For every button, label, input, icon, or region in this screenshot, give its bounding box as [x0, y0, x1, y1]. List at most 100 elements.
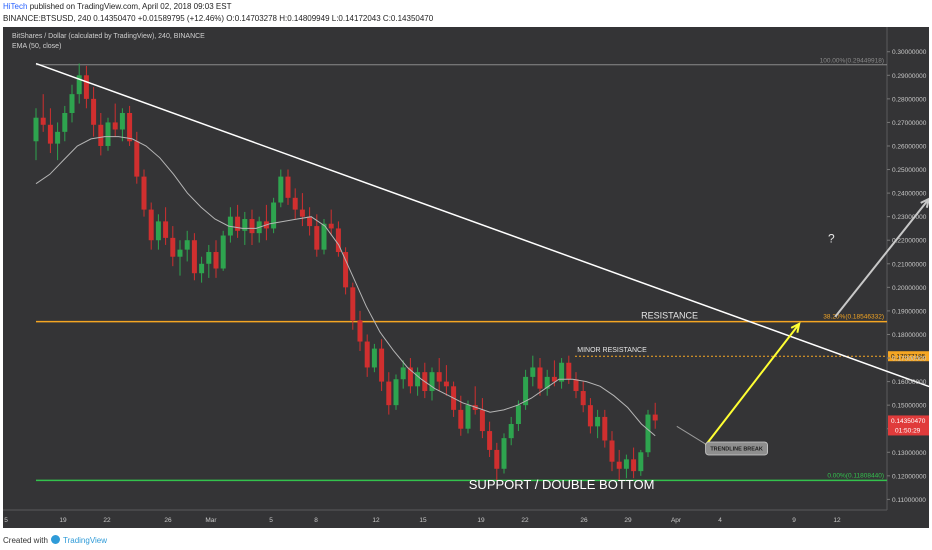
- price-chart[interactable]: 100.00%(0.29449918) 38.20%(0.18546332) 0.1…: [3, 27, 929, 528]
- tradingview-logo-icon: [51, 535, 60, 544]
- candle-body: [407, 367, 413, 387]
- candle-body: [364, 341, 370, 368]
- y-tick-label: 0.20000000: [892, 285, 927, 292]
- candle-body: [213, 252, 219, 269]
- x-tick-label: 4: [718, 517, 722, 524]
- y-tick-label: 0.21000000: [892, 261, 927, 268]
- tradingview-link[interactable]: TradingView: [63, 536, 108, 545]
- candle-body: [206, 252, 212, 264]
- candle-body: [119, 112, 125, 130]
- last-price: 0.14350470: [93, 14, 136, 23]
- candle-body: [271, 202, 277, 229]
- projection-arrows: [704, 197, 929, 446]
- candle-body: [163, 221, 169, 238]
- x-tick-label: 5: [269, 517, 273, 524]
- candle-body: [357, 320, 363, 342]
- candle-body: [299, 209, 305, 217]
- candle-body: [415, 372, 421, 387]
- y-tick-label: 0.26000000: [892, 143, 927, 150]
- current-price-label: 0.14350470: [891, 418, 926, 425]
- candle-body: [98, 124, 104, 146]
- candle-body: [184, 240, 190, 250]
- candle-body: [595, 416, 601, 427]
- support-label: SUPPORT / DOUBLE BOTTOM: [469, 477, 655, 492]
- minor-resistance-price-tag: [888, 351, 929, 362]
- candle-body: [573, 379, 579, 392]
- level-lines: 100.00%(0.29449918) 38.20%(0.18546332) 0.1…: [36, 58, 929, 482]
- candle-body: [487, 431, 493, 450]
- candle-body: [235, 216, 241, 231]
- x-tick-label: 15: [419, 517, 427, 524]
- chart-area[interactable]: 100.00%(0.29449918) 38.20%(0.18546332) 0.1…: [3, 27, 929, 528]
- descending-trendline: [35, 62, 929, 388]
- ohlc-line: BINANCE:BTSUSD, 240 0.14350470 +0.015897…: [3, 14, 433, 23]
- candle-body: [62, 112, 68, 132]
- x-tick-label: 12: [372, 517, 380, 524]
- created-with-text: Created with: [3, 536, 48, 545]
- candle-body: [501, 438, 507, 469]
- x-tick-label: 9: [792, 517, 796, 524]
- y-tick-label: 0.25000000: [892, 167, 927, 174]
- candles: [33, 63, 658, 481]
- minor-resistance-label: MINOR RESISTANCE: [577, 347, 647, 354]
- y-tick-label: 0.19000000: [892, 308, 927, 315]
- candle-body: [220, 235, 226, 269]
- candle-body: [587, 405, 593, 427]
- candle-body: [609, 440, 615, 462]
- candle-body: [443, 381, 449, 387]
- candle-body: [393, 379, 399, 406]
- breakout-arrow-shaft: [704, 323, 800, 446]
- y-tick-label: 0.15000000: [892, 403, 927, 410]
- open-value: O:0.14703278: [226, 14, 278, 23]
- candle-body: [566, 362, 572, 380]
- candle-body: [515, 405, 521, 425]
- candle-body: [47, 124, 53, 144]
- y-tick-label: 0.12000000: [892, 473, 927, 480]
- candle-body: [55, 131, 61, 144]
- candle-body: [623, 459, 629, 469]
- candle-body: [479, 409, 485, 432]
- candle-body: [652, 414, 658, 421]
- indicator-label: EMA (50, close): [12, 43, 62, 50]
- y-tick-label: 0.13000000: [892, 450, 927, 457]
- y-tick-label: 0.24000000: [892, 191, 927, 198]
- y-tick-label: 0.16000000: [892, 379, 927, 386]
- candle-body: [199, 263, 205, 274]
- candle-body: [69, 94, 75, 113]
- y-tick-label: 0.29000000: [892, 73, 927, 80]
- candle-body: [631, 459, 637, 472]
- countdown-label: 01:50:29: [895, 427, 921, 434]
- candle-body: [429, 372, 435, 392]
- candle-body: [580, 391, 586, 406]
- breakout-arrow-head: [790, 322, 801, 333]
- x-tick-label: 22: [103, 517, 111, 524]
- publication-line: HiTech published on TradingView.com, Apr…: [3, 2, 231, 11]
- candle-body: [134, 141, 140, 177]
- candle-body: [465, 405, 471, 429]
- candle-body: [155, 221, 161, 241]
- candle-body: [559, 362, 565, 382]
- current-price-tag: [888, 415, 929, 436]
- x-tick-label: Mar: [205, 517, 217, 524]
- candle-body: [602, 416, 608, 441]
- x-tick-label: 8: [314, 517, 318, 524]
- candle-body: [379, 348, 385, 382]
- candle-body: [494, 449, 500, 469]
- y-tick-label: 0.11000000: [892, 497, 926, 504]
- symbol-label: BINANCE:BTSUSD, 240: [3, 14, 92, 23]
- author-link[interactable]: HiTech: [3, 2, 28, 11]
- y-tick-label: 0.30000000: [892, 49, 927, 56]
- candle-body: [530, 367, 536, 377]
- candle-body: [83, 75, 89, 99]
- fib-100-label: 100.00%(0.29449918): [820, 58, 884, 65]
- time-axis: 5 19 22 26 Mar 5 8 12 15 19 22 26 29 Apr 4 9 12: [4, 517, 841, 524]
- candle-body: [314, 226, 320, 250]
- y-tick-label: 0.22000000: [892, 238, 927, 245]
- target-arrow-head: [920, 197, 929, 208]
- candle-body: [638, 452, 644, 472]
- candle-body: [91, 98, 97, 125]
- candle-body: [400, 367, 406, 380]
- candle-body: [40, 117, 46, 125]
- x-tick-label: 19: [59, 517, 67, 524]
- y-tick-label: 0.28000000: [892, 96, 927, 103]
